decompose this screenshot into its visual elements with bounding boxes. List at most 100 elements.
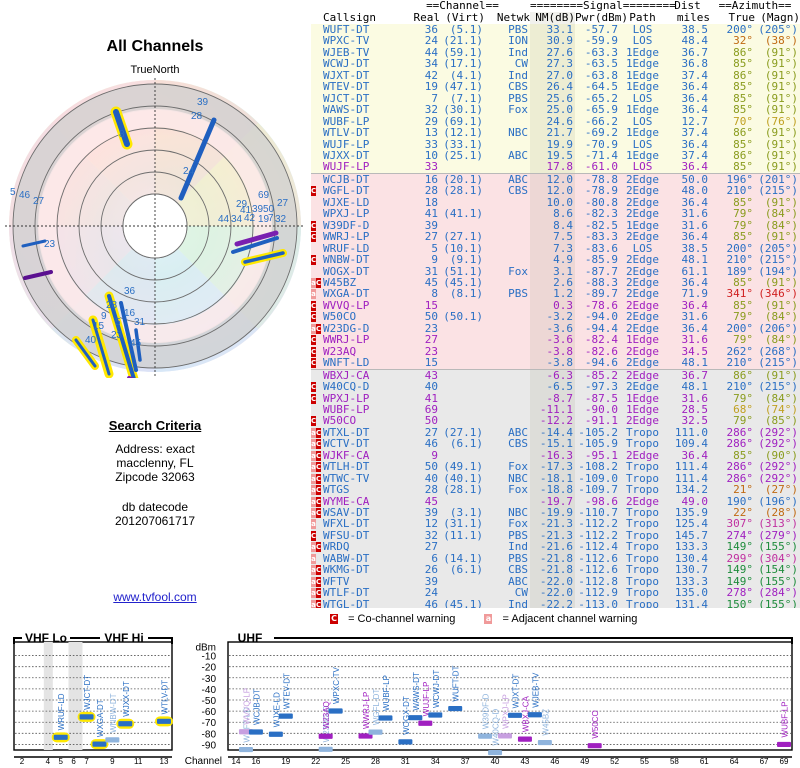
row-warning-flags: C (311, 311, 320, 323)
table-row[interactable]: C WNFT-LD 15 -3.8 -94.6 2Edge 48.1 210° (215°) (311, 357, 800, 370)
table-row[interactable]: C W23AQ 23 -3.8 -82.6 2Edge 34.5 262° (268°) (311, 345, 800, 357)
table-row[interactable]: aC WJKF-CA 9 -16.3 -95.1 2Edge 36.4 85° (90°) (311, 449, 800, 461)
table-row[interactable]: WUBF-LP 69 -11.1 -90.0 1Edge 28.5 68° (74°) (311, 403, 800, 415)
table-row[interactable]: C W50CO 50 -12.2 -91.1 2Edge 32.5 79° (85°) (311, 415, 800, 427)
table-row[interactable]: C WVVQ-LP 15 0.3 -78.6 2Edge 36.4 85° (91°) (311, 298, 800, 312)
row-power-dbm: -88.3 (584, 275, 618, 289)
row-distance-miles: 109.4 (674, 437, 708, 451)
signal-marker[interactable] (368, 729, 383, 735)
table-row[interactable]: aC W45BZ 45 (45.1) 2.6 -88.3 2Edge 36.4 85° (91°) (311, 277, 800, 288)
signal-marker[interactable] (278, 713, 293, 719)
signal-marker[interactable] (418, 720, 433, 726)
signal-marker[interactable] (358, 733, 373, 739)
row-azimuth-true: 196° (710, 172, 755, 186)
column-header-path[interactable]: Path (629, 11, 656, 24)
signal-marker[interactable] (478, 733, 493, 739)
signal-marker[interactable] (92, 741, 107, 747)
signal-marker[interactable] (428, 712, 443, 718)
table-row[interactable]: aC WTXL-DT 27 (27.1) ABC -14.4 -105.2 Tropo 111.… (311, 426, 800, 438)
tvfool-website-link[interactable]: www.tvfool.com (113, 590, 197, 604)
signal-marker[interactable] (157, 718, 171, 724)
row-virtual-channel (440, 368, 485, 382)
signal-marker[interactable] (268, 731, 283, 737)
signal-marker[interactable] (498, 733, 513, 739)
column-header-virt[interactable]: (Virt) (445, 11, 485, 24)
table-row[interactable]: aC WFTV 39 ABC -22.0 -112.8 Tropo 133.3 149° (155… (311, 575, 800, 587)
table-row[interactable]: WJEB-TV 44 (59.1) Ind 27.6 -63.3 1Edge 36.7 86° (… (311, 46, 800, 58)
signal-marker[interactable] (527, 712, 542, 718)
signal-marker[interactable] (488, 749, 503, 756)
table-row[interactable]: WTLV-DT 13 (12.1) NBC 21.7 -69.2 1Edge 37.4 86° (… (311, 127, 800, 139)
column-header-miles[interactable]: miles (676, 11, 710, 24)
signal-marker[interactable] (537, 739, 552, 746)
signal-marker[interactable] (53, 734, 68, 740)
table-row[interactable]: aC W23DG-D 23 -3.6 -94.4 2Edge 36.4 200° (206°) (311, 322, 800, 334)
signal-marker[interactable] (318, 733, 333, 739)
table-row[interactable]: C WWRJ-LP 27 (27.1) 7.5 -83.3 2Edge 36.4 85° (91°… (311, 231, 800, 243)
table-row[interactable]: aC WTLH-DT 50 (49.1) Fox -17.3 -108.2 Tropo 111.… (311, 461, 800, 473)
table-row[interactable]: aC WRDQ 27 Ind -21.6 -112.4 Tropo 133.3 149° (155… (311, 541, 800, 553)
signal-marker[interactable] (318, 746, 333, 752)
table-row[interactable]: C WGFL-DT 28 (28.1) CBS 12.0 -78.9 2Edge 48.0 210… (311, 185, 800, 197)
table-row[interactable]: WBXJ-CA 43 -6.3 -85.2 2Edge 36.7 86° (91°) (311, 368, 800, 382)
table-row[interactable]: aC WTGS 28 (28.1) Fox -18.8 -109.7 Tropo 134.2 21… (311, 484, 800, 496)
table-row[interactable]: a WFXL-DT 12 (31.1) Fox -21.3 -112.2 Tropo 125.4… (311, 518, 800, 530)
table-row[interactable]: aC WKMG-DT 26 (6.1) CBS -21.8 -112.6 Tropo 130.7… (311, 564, 800, 576)
table-row[interactable]: WUJF-LP 33 (33.1) 19.9 -70.9 LOS 36.4 85° (91°) (311, 138, 800, 150)
signal-marker[interactable] (248, 729, 263, 735)
table-row[interactable]: C WFSU-DT 32 (11.1) PBS -21.3 -112.2 Tropo 145.7… (311, 529, 800, 541)
row-azimuth-true: 150° (726, 597, 754, 608)
table-row[interactable]: C WWRJ-LP 27 -3.6 -82.4 1Edge 31.6 79° (84°) (311, 334, 800, 346)
table-row[interactable]: WJCT-DT 7 (7.1) PBS 25.6 -65.2 LOS 36.4 85° (91°) (311, 92, 800, 104)
table-row[interactable]: WUJF-LP 33 17.8 -61.0 LOS 36.4 85° (91°) (311, 161, 800, 174)
table-row[interactable]: C WPXJ-LP 41 -8.7 -87.5 1Edge 31.6 79° (84°) (311, 392, 800, 404)
column-header-true[interactable]: True (728, 11, 756, 24)
signal-marker[interactable] (328, 708, 343, 714)
table-row[interactable]: WCWJ-DT 34 (17.1) CW 27.3 -63.5 1Edge 36.8 85° (9… (311, 58, 800, 70)
table-row[interactable]: WRUF-LD 5 (10.1) 7.3 -83.6 LOS 38.5 200° (205°) (311, 242, 800, 254)
table-row[interactable]: aC WSAV-DT 39 (3.1) NBC -19.9 -110.7 Tropo 135.9… (311, 507, 800, 518)
table-row[interactable]: WJXX-DT 10 (25.1) ABC 19.5 -71.4 1Edge 37.4 86° (… (311, 150, 800, 161)
signal-marker[interactable] (398, 739, 413, 745)
table-row[interactable]: C W40CQ-D 40 -6.5 -97.3 2Edge 48.1 210° (215°) (311, 381, 800, 393)
table-row[interactable]: WOGX-DT 31 (51.1) Fox 3.1 -87.7 2Edge 61.1 189° (… (311, 265, 800, 277)
column-header-magn[interactable]: (Magn) (760, 11, 800, 24)
table-row[interactable]: WAWS-DT 32 (30.1) Fox 25.0 -65.9 1Edge 36.4 85° (… (311, 104, 800, 116)
table-row[interactable]: WPXJ-LP 41 (41.1) 8.6 -82.3 2Edge 31.6 79° (84°) (311, 208, 800, 220)
column-header-callsign[interactable]: Callsign (323, 11, 376, 24)
table-row[interactable]: C WNBW-DT 9 (9.1) 4.9 -85.9 2Edge 48.1 210° (215°… (311, 254, 800, 266)
table-row[interactable]: C W39DF-D 39 8.4 -82.5 1Edge 31.6 79° (84°) (311, 219, 800, 231)
signal-marker[interactable] (378, 715, 393, 721)
column-header-netwk[interactable]: Netwk (496, 11, 530, 24)
signal-marker[interactable] (777, 741, 791, 748)
column-header-pwr[interactable]: Pwr(dBm) (575, 11, 628, 24)
table-row[interactable]: WPXC-TV 24 (21.1) ION 30.9 -59.9 LOS 48.4 32° (38… (311, 35, 800, 47)
row-path: 2Edge (625, 298, 660, 312)
signal-marker[interactable] (118, 721, 133, 727)
table-row[interactable]: a WABW-DT 6 (14.1) PBS -21.8 -112.6 Tropo 130.4 2… (311, 552, 800, 564)
table-row[interactable]: aC WCTV-DT 46 (6.1) CBS -15.1 -105.9 Tropo 109.4… (311, 437, 800, 451)
table-row[interactable]: aC WYME-CA 45 -19.7 -98.6 2Edge 49.0 190° (196°) (311, 495, 800, 507)
table-row[interactable]: WTEV-DT 19 (47.1) CBS 26.4 -64.5 1Edge 36.4 85° (… (311, 81, 800, 93)
table-row[interactable]: C W50CO 50 (50.1) -3.2 -94.0 2Edge 31.6 79° (84°) (311, 311, 800, 323)
table-row[interactable]: WJXT-DT 42 (4.1) Ind 27.0 -63.8 1Edge 37.4 86° (9… (311, 69, 800, 81)
signal-marker[interactable] (105, 737, 120, 743)
table-row[interactable]: aC WTWC-TV 40 (40.1) NBC -18.1 -109.0 Tropo 111.… (311, 472, 800, 484)
signal-marker[interactable] (79, 714, 94, 720)
table-row[interactable]: aC WTLF-DT 24 CW -22.0 -112.9 Tropo 135.0 278° (2… (311, 587, 800, 599)
column-header-nm[interactable]: NM(dB) (530, 12, 575, 24)
signal-marker[interactable] (448, 705, 463, 712)
table-row[interactable]: WUFT-DT 36 (5.1) PBS 33.1 -57.7 LOS 38.5 200° (20… (311, 24, 800, 35)
table-row[interactable]: WJXE-LD 18 10.0 -80.8 2Edge 36.4 85° (91°) (311, 196, 800, 208)
table-row[interactable]: WCJB-DT 16 (20.1) ABC 12.0 -78.8 2Edge 50.0 196°… (311, 172, 800, 186)
table-row[interactable]: aC WTGL-DT 46 (45.1) Ind -22.2 -113.0 Tropo 131.… (311, 597, 800, 608)
table-row[interactable]: a WXGA-DT 8 (8.1) PBS 1.2 -89.7 2Edge 71.9 341° (3… (311, 288, 800, 300)
signal-marker[interactable] (517, 736, 532, 742)
signal-marker[interactable] (238, 746, 253, 753)
adjacent-legend-text: = Adjacent channel warning (502, 613, 638, 626)
column-header-real[interactable]: Real (413, 11, 441, 24)
signal-marker[interactable] (507, 712, 522, 718)
table-row[interactable]: WUBF-LP 29 (69.1) 24.6 -66.2 LOS 12.7 70° (76°) (311, 115, 800, 127)
signal-marker[interactable] (587, 743, 602, 749)
signal-marker[interactable] (408, 715, 423, 721)
